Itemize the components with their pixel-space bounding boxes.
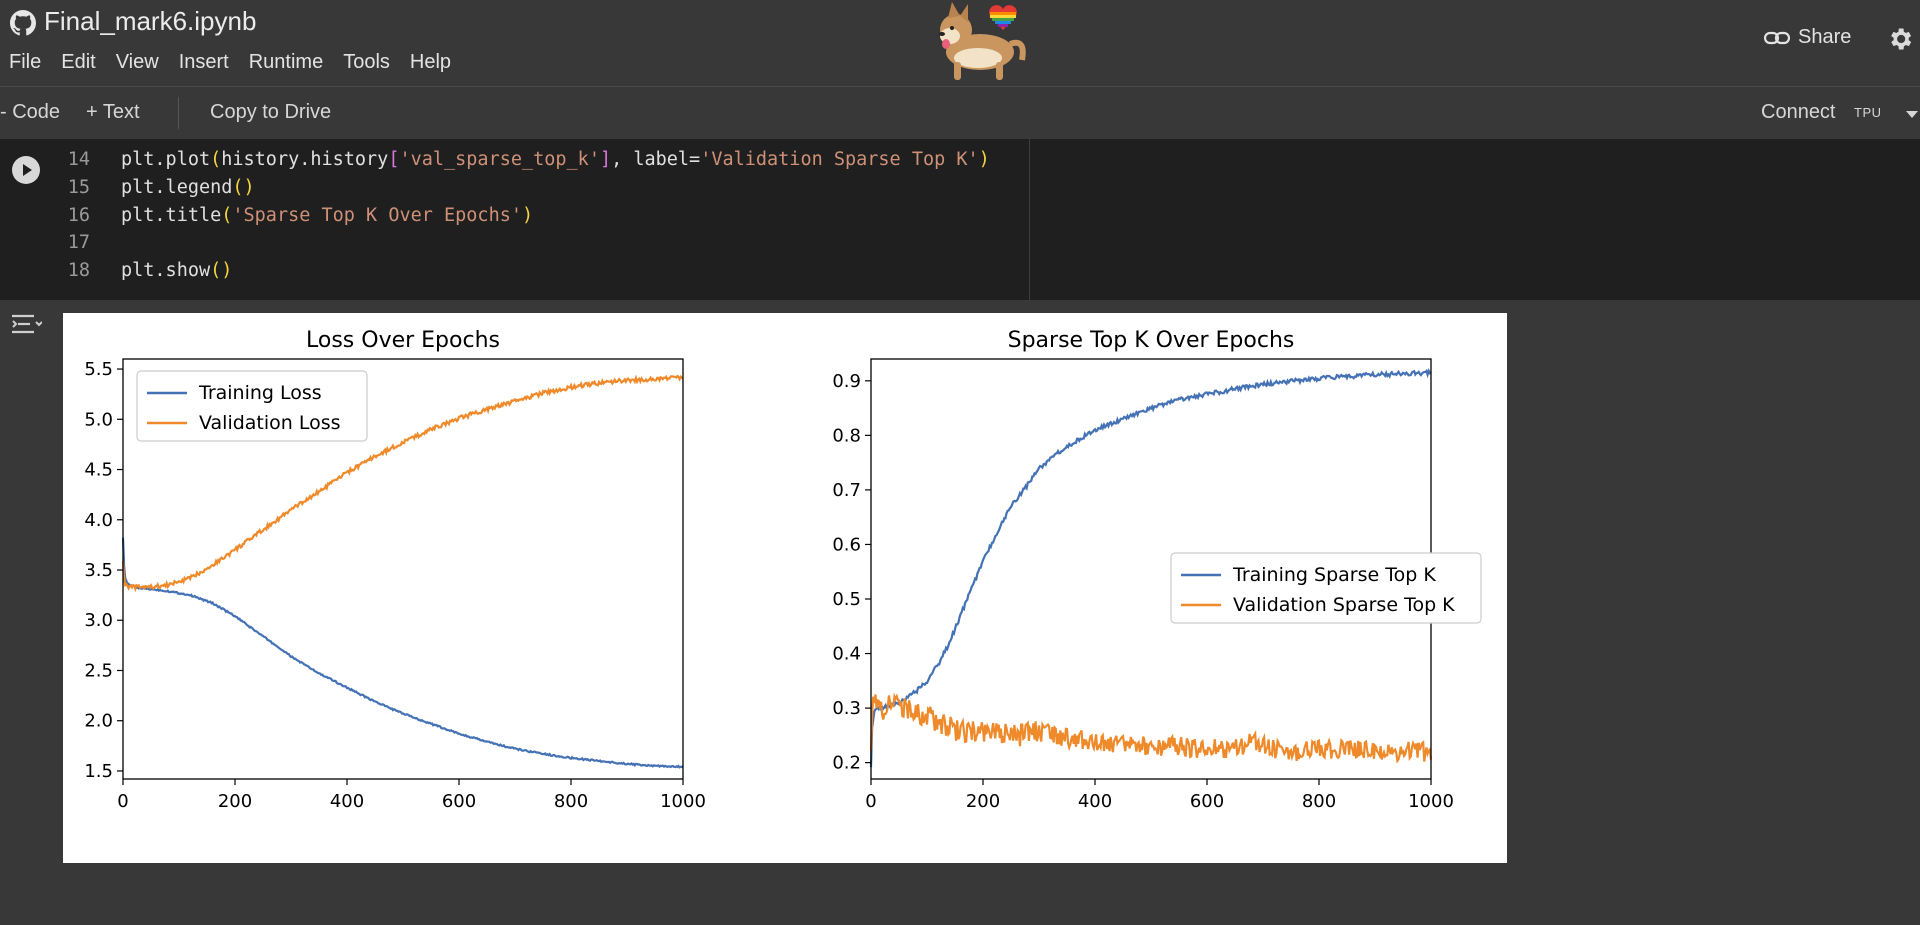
legend-box [1170,552,1482,624]
series-line-training [869,367,1432,768]
legend-label: Training Loss [198,382,322,404]
x-tick-label: 800 [554,791,588,812]
add-code-label: Code [12,101,61,123]
line-number: 17 [67,232,90,254]
x-tick-label: 200 [218,791,252,812]
x-tick-label: 600 [442,791,476,812]
y-tick-label: 0.4 [832,644,861,665]
output-actions-icon[interactable] [10,312,42,338]
github-icon[interactable] [10,10,36,36]
chart-title: Sparse Top K Over Epochs [1008,328,1295,353]
x-tick-label: 1000 [1408,791,1454,812]
matplotlib-figure: Loss Over Epochs 0 200 400 600 800 1000 1.5 2.0 2… [84,328,1482,812]
y-tick-label: 2.0 [84,711,113,732]
menu-insert[interactable]: Insert [178,51,229,73]
y-tick-label: 5.5 [84,359,113,380]
line-number: 14 [67,149,90,170]
link-icon [1764,31,1790,44]
toolbar-divider [178,97,179,129]
y-tick-label: 3.5 [84,560,113,581]
y-tick-label: 0.8 [832,425,861,446]
code-line: 15 plt.legend() [0,174,1020,202]
code-line: 17 [0,229,1020,257]
x-tick-label: 0 [117,791,128,812]
line-number: 16 [67,204,90,226]
settings-gear-icon[interactable] [1886,25,1914,53]
chart-title: Loss Over Epochs [306,328,500,353]
y-tick-label: 2.5 [84,660,113,681]
line-number: 15 [67,176,90,198]
code-text: plt.show() [121,260,233,282]
code-text: plt.legend() [121,176,255,198]
y-tick-label: 0.3 [832,698,861,719]
add-text-button[interactable]: + Text [86,101,140,123]
menu-tools[interactable]: Tools [343,51,390,73]
run-cell-button[interactable] [12,156,40,184]
menu-help[interactable]: Help [409,51,452,73]
legend-label: Training Sparse Top K [1232,564,1436,586]
y-tick-label: 1.5 [84,761,113,782]
code-editor[interactable]: 14 plt.plot(history.history['val_sparse_… [0,146,1020,285]
cell-output: Loss Over Epochs 0 200 400 600 800 1000 1.5 2.0 2… [63,313,1507,863]
x-tick-label: 400 [330,791,364,812]
x-tick-label: 800 [1302,791,1336,812]
menu-runtime[interactable]: Runtime [248,51,324,73]
legend-label: Validation Sparse Top K [1233,594,1455,616]
code-line: 18 plt.show() [0,257,1020,285]
code-line: 14 plt.plot(history.history['val_sparse_… [0,146,1020,174]
share-label: Share [1798,26,1852,48]
code-line: 16 plt.title('Sparse Top K Over Epochs') [0,202,1020,230]
legend-box [136,370,368,442]
x-tick-label: 200 [966,791,1000,812]
menu-edit[interactable]: Edit [61,51,96,73]
plot-frame [122,358,684,780]
y-tick-label: 0.9 [832,371,861,392]
line-number: 18 [67,260,90,282]
x-tick-label: 400 [1078,791,1112,812]
connect-button[interactable]: Connect [1761,101,1836,123]
share-button[interactable]: Share [1764,26,1851,49]
y-tick-label: 3.0 [84,610,113,631]
copy-to-drive-button[interactable]: Copy to Drive [210,101,332,123]
menu-view[interactable]: View [115,51,159,73]
y-tick-label: 4.0 [84,510,113,531]
code-text: plt.plot(history.history['val_sparse_top… [121,149,990,170]
y-tick-label: 0.2 [832,753,861,774]
series-line-training [121,537,684,769]
y-tick-label: 0.7 [832,480,861,501]
y-tick-label: 0.5 [832,589,861,610]
runtime-badge: TPU [1854,105,1882,120]
menu-file[interactable]: File [9,51,42,73]
connect-dropdown-icon[interactable] [1906,111,1918,118]
menu-bar: File Edit View Insert Runtime Tools Help [9,51,471,74]
corgi-mascot-icon [939,2,1026,80]
x-tick-label: 0 [865,791,876,812]
y-tick-label: 0.6 [832,534,861,555]
add-code-button[interactable]: - Code [0,101,61,123]
code-cell-right-pane [1029,139,1920,300]
series-line-validation [121,374,684,593]
series-line-validation [869,692,1433,764]
legend-label: Validation Loss [199,412,341,434]
code-text: plt.title('Sparse Top K Over Epochs') [121,204,534,226]
x-tick-label: 1000 [660,791,706,812]
y-tick-label: 5.0 [84,409,113,430]
notebook-header: Final_mark6.ipynb File Edit View Insert … [0,0,1920,86]
y-tick-label: 4.5 [84,460,113,481]
x-tick-label: 600 [1190,791,1224,812]
add-text-label: Text [102,101,140,123]
notebook-title[interactable]: Final_mark6.ipynb [44,6,257,36]
notebook-toolbar: - Code + Text Copy to Drive Connect TPU [0,86,1920,140]
